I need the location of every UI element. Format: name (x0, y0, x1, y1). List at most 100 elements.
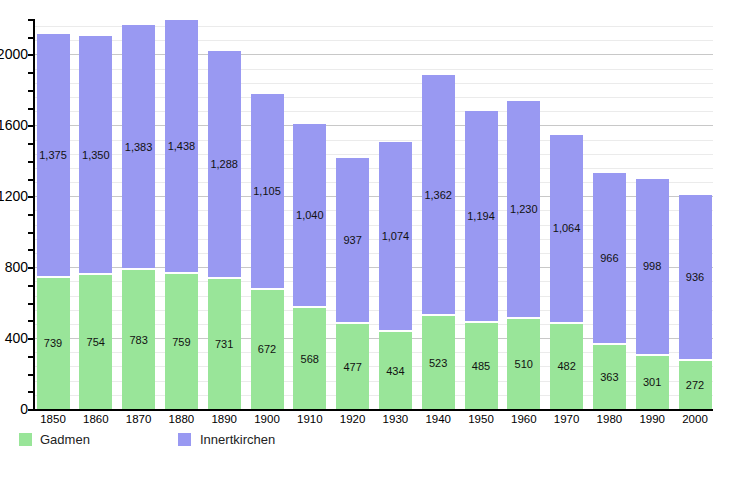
bar-segment-innertkirchen-1870: 1,383 (122, 25, 155, 270)
bar-segment-innertkirchen-1990: 998 (636, 179, 669, 356)
bar-segment-gadmen-2000: 272 (679, 361, 712, 409)
y-axis-tick (28, 320, 33, 322)
y-axis-tick (28, 391, 33, 393)
bar-1920: 937 477 (336, 158, 369, 409)
bar-1960: 1,230 510 (507, 101, 540, 409)
y-axis-tick (28, 285, 33, 287)
value-label-innertkirchen: 1,350 (82, 149, 110, 161)
bar-segment-gadmen-1930: 434 (379, 332, 412, 409)
bar-segment-gadmen-1910: 568 (293, 308, 326, 409)
bar-1860: 1,350 754 (79, 36, 112, 409)
bar-segment-innertkirchen-1930: 1,074 (379, 142, 412, 332)
bar-1990: 998 301 (636, 179, 669, 409)
bar-2000: 936 272 (679, 195, 712, 409)
y-axis-tick (28, 267, 33, 269)
bar-segment-innertkirchen-1920: 937 (336, 158, 369, 324)
bar-segment-innertkirchen-1960: 1,230 (507, 101, 540, 319)
bar-segment-innertkirchen-2000: 936 (679, 195, 712, 361)
y-axis-tick (28, 249, 33, 251)
y-axis-line (33, 19, 35, 411)
y-axis-tick (28, 196, 33, 198)
value-label-gadmen: 759 (172, 336, 190, 348)
bar-segment-gadmen-1990: 301 (636, 356, 669, 409)
y-axis-tick (28, 19, 33, 21)
bar-segment-gadmen-1920: 477 (336, 324, 369, 409)
bar-segment-innertkirchen-1900: 1,105 (251, 94, 284, 290)
bar-segment-gadmen-1900: 672 (251, 290, 284, 409)
bar-segment-gadmen-1860: 754 (79, 275, 112, 409)
bar-segment-gadmen-1980: 363 (593, 345, 626, 409)
population-chart: 1,375 739 1,350 754 1,383 783 1,438 759 1,288 731… (0, 0, 745, 500)
bar-segment-innertkirchen-1980: 966 (593, 173, 626, 344)
legend-label-innertkirchen: Innertkirchen (200, 433, 275, 447)
bar-1970: 1,064 482 (550, 135, 583, 409)
x-axis-label: 2000 (670, 413, 720, 425)
legend-label-gadmen: Gadmen (40, 433, 90, 447)
bar-segment-gadmen-1960: 510 (507, 319, 540, 409)
bar-segment-gadmen-1950: 485 (465, 323, 498, 409)
value-label-gadmen: 731 (215, 338, 233, 350)
y-axis-tick (28, 409, 33, 411)
bar-segment-gadmen-1880: 759 (165, 274, 198, 409)
bar-1870: 1,383 783 (122, 25, 155, 409)
value-label-gadmen: 477 (343, 361, 361, 373)
value-label-gadmen: 510 (515, 358, 533, 370)
bar-1850: 1,375 739 (37, 34, 70, 409)
bar-segment-innertkirchen-1880: 1,438 (165, 20, 198, 275)
value-label-gadmen: 672 (258, 343, 276, 355)
plot-area: 1,375 739 1,350 754 1,383 783 1,438 759 1,288 731… (35, 19, 713, 409)
value-label-gadmen: 434 (386, 365, 404, 377)
value-label-innertkirchen: 1,362 (424, 189, 452, 201)
legend-swatch-innertkirchen (178, 433, 191, 446)
bar-segment-innertkirchen-1970: 1,064 (550, 135, 583, 324)
value-label-innertkirchen: 1,194 (467, 210, 495, 222)
value-label-innertkirchen: 998 (643, 260, 661, 272)
bar-1880: 1,438 759 (165, 20, 198, 409)
value-label-innertkirchen: 937 (343, 234, 361, 246)
bar-segment-innertkirchen-1860: 1,350 (79, 36, 112, 275)
value-label-innertkirchen: 1,383 (125, 141, 153, 153)
value-label-gadmen: 363 (600, 371, 618, 383)
value-label-gadmen: 272 (686, 379, 704, 391)
value-label-innertkirchen: 1,105 (253, 185, 281, 197)
bar-segment-gadmen-1870: 783 (122, 270, 155, 409)
y-axis-tick (28, 143, 33, 145)
value-label-innertkirchen: 1,230 (510, 203, 538, 215)
y-axis-tick (28, 374, 33, 376)
value-label-gadmen: 754 (87, 336, 105, 348)
value-label-gadmen: 568 (301, 353, 319, 365)
y-axis-tick (28, 214, 33, 216)
legend-swatch-gadmen (19, 433, 32, 446)
bar-segment-gadmen-1940: 523 (422, 316, 455, 409)
y-axis-label: 2000 (0, 46, 28, 62)
y-axis-tick (28, 303, 33, 305)
y-axis-tick (28, 179, 33, 181)
bar-1890: 1,288 731 (208, 51, 241, 409)
value-label-gadmen: 301 (643, 376, 661, 388)
y-axis-label: 1200 (0, 188, 28, 204)
bar-segment-innertkirchen-1890: 1,288 (208, 51, 241, 279)
y-axis-tick (28, 356, 33, 358)
value-label-innertkirchen: 1,040 (296, 209, 324, 221)
value-label-gadmen: 739 (44, 337, 62, 349)
bar-segment-gadmen-1970: 482 (550, 324, 583, 409)
value-label-gadmen: 482 (557, 360, 575, 372)
y-axis-label: 1600 (0, 117, 28, 133)
y-axis-tick (28, 161, 33, 163)
y-axis-label: 800 (0, 259, 28, 275)
value-label-gadmen: 783 (129, 334, 147, 346)
bar-segment-innertkirchen-1950: 1,194 (465, 111, 498, 323)
y-axis-label: 400 (0, 330, 28, 346)
y-axis-label: 0 (0, 401, 28, 417)
value-label-gadmen: 523 (429, 357, 447, 369)
value-label-gadmen: 485 (472, 360, 490, 372)
bar-segment-innertkirchen-1910: 1,040 (293, 124, 326, 308)
value-label-innertkirchen: 1,375 (39, 149, 67, 161)
bar-segment-gadmen-1850: 739 (37, 278, 70, 409)
value-label-innertkirchen: 1,064 (553, 222, 581, 234)
value-label-innertkirchen: 936 (686, 271, 704, 283)
y-axis-tick (28, 90, 33, 92)
bar-1950: 1,194 485 (465, 111, 498, 409)
bar-1900: 1,105 672 (251, 94, 284, 409)
y-axis-tick (28, 125, 33, 127)
